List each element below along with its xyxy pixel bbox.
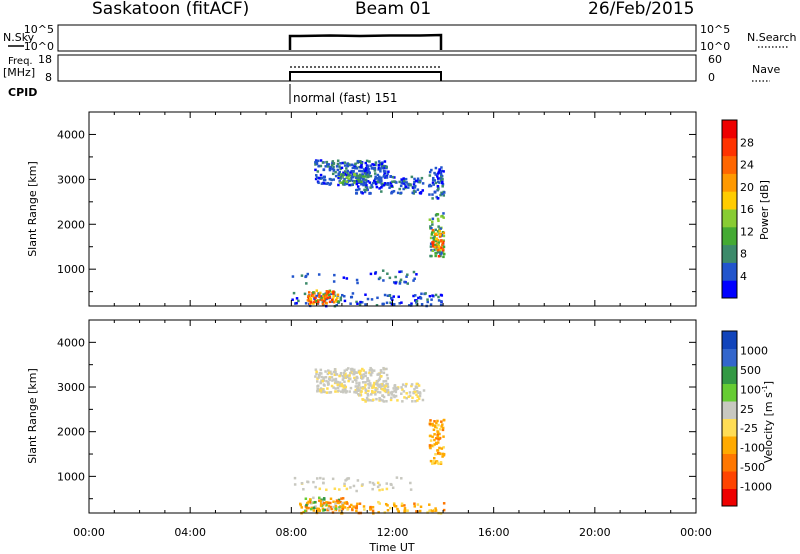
colorbar-swatch <box>722 173 737 192</box>
colorbar-swatch <box>722 366 737 384</box>
colorbar-tick-label: 16 <box>740 203 754 216</box>
colorbar-swatch <box>722 137 737 157</box>
nave-tick-top: 60 <box>708 53 722 66</box>
x-tick-label: 12:00 <box>377 526 409 539</box>
colorbar-tick-label: 8 <box>740 248 747 261</box>
y-tick-label: 3000 <box>57 381 85 394</box>
freq-strip: Freq. [MHz] 18 8 60 0 Nave <box>3 53 780 84</box>
cpid-strip: CPID normal (fast) 151 <box>8 84 397 105</box>
power-colorbar: 4 8 12 16 20 24 28 <box>721 119 754 299</box>
y-tick-label: 4000 <box>57 336 85 349</box>
colorbar-swatch <box>722 471 737 489</box>
colorbar-swatch <box>722 488 737 507</box>
freq-label: Freq. <box>8 56 33 67</box>
power-data <box>291 159 446 308</box>
x-tick-label: 00:00 <box>73 526 105 539</box>
colorbar-swatch <box>722 383 737 402</box>
colorbar-swatch <box>722 418 737 437</box>
nsky-tick-bottom-right: 10^0 <box>700 40 730 53</box>
colorbar-swatch <box>722 209 737 228</box>
colorbar-tick-label: 100 <box>740 383 761 396</box>
colorbar-tick-label: 12 <box>740 225 754 238</box>
x-tick-label: 16:00 <box>478 526 510 539</box>
colorbar-swatch <box>722 191 737 210</box>
colorbar-swatch <box>722 280 737 299</box>
colorbar-tick-label: -500 <box>740 461 765 474</box>
colorbar-swatch <box>722 348 737 367</box>
velocity-ylabel: Slant Range [km] <box>26 368 39 464</box>
beam-title: Beam 01 <box>355 0 431 19</box>
velocity-colorbar-exponent: -1 <box>761 385 769 392</box>
date-title: 26/Feb/2015 <box>588 0 694 19</box>
station-title: Saskatoon (fitACF) <box>92 0 249 19</box>
nsky-label: N.Sky <box>3 31 35 44</box>
y-tick-label: 2000 <box>57 426 85 439</box>
colorbar-swatch <box>722 244 737 263</box>
velocity-data <box>293 366 446 515</box>
power-plot-area <box>89 112 696 306</box>
colorbar-tick-label: 1000 <box>740 344 768 357</box>
y-tick-label: 4000 <box>57 128 85 141</box>
y-tick-label: 1000 <box>57 470 85 483</box>
y-tick-label: 1000 <box>57 263 85 276</box>
x-tick-label: 08:00 <box>275 526 307 539</box>
cpid-value: normal (fast) 151 <box>293 91 397 105</box>
colorbar-swatch <box>722 331 737 349</box>
velocity-colorbar: -1000 -500 -100 -25 25 100 500 1000 <box>721 330 772 507</box>
nsky-tick-bottom: 10^0 <box>24 40 54 53</box>
x-axis-label: Time UT <box>368 541 414 554</box>
colorbar-tick-label: 28 <box>740 136 754 149</box>
colorbar-swatch <box>722 401 737 419</box>
freq-tick-top: 18 <box>38 53 52 66</box>
colorbar-tick-label: -100 <box>740 442 765 455</box>
freq-unit: [MHz] <box>3 66 35 79</box>
cpid-label: CPID <box>8 86 37 99</box>
nave-tick-bottom: 0 <box>708 71 715 84</box>
velocity-colorbar-label: Velocity [m s-1] <box>761 381 775 463</box>
colorbar-swatch <box>722 453 737 472</box>
nsearch-label: N.Search <box>747 31 797 44</box>
colorbar-tick-label: 20 <box>740 181 754 194</box>
freq-tick-bottom: 8 <box>45 71 52 84</box>
colorbar-tick-label: 500 <box>740 364 761 377</box>
colorbar-tick-label: 4 <box>740 270 747 283</box>
nsky-tick-top: 10^5 <box>24 23 54 36</box>
colorbar-tick-label: 25 <box>740 403 754 416</box>
colorbar-tick-label: -1000 <box>740 481 772 494</box>
y-tick-label: 3000 <box>57 173 85 186</box>
x-tick-label: 20:00 <box>579 526 611 539</box>
nsky-tick-top-right: 10^5 <box>700 23 730 36</box>
x-tick-label: 04:00 <box>174 526 206 539</box>
power-colorbar-label: Power [dB] <box>758 180 771 240</box>
freq-trace <box>289 71 442 81</box>
colorbar-tick-label: 24 <box>740 159 754 172</box>
power-panel: 1000 2000 3000 4000 Slant Range [km] 4 8 12 16… <box>26 111 771 308</box>
power-ylabel: Slant Range [km] <box>26 161 39 257</box>
nave-label: Nave <box>752 63 780 76</box>
colorbar-swatch <box>722 436 737 454</box>
x-tick-label: 00:00 <box>680 526 712 539</box>
colorbar-swatch <box>722 120 737 139</box>
y-tick-label: 2000 <box>57 218 85 231</box>
colorbar-swatch <box>722 262 737 281</box>
nsky-strip: N.Sky 10^5 10^0 10^5 10^0 N.Search <box>3 23 797 53</box>
nsky-trace <box>288 33 443 50</box>
velocity-plot-area <box>89 320 696 513</box>
colorbar-swatch <box>722 226 737 246</box>
colorbar-tick-label: -25 <box>740 422 758 435</box>
colorbar-swatch <box>722 155 737 174</box>
